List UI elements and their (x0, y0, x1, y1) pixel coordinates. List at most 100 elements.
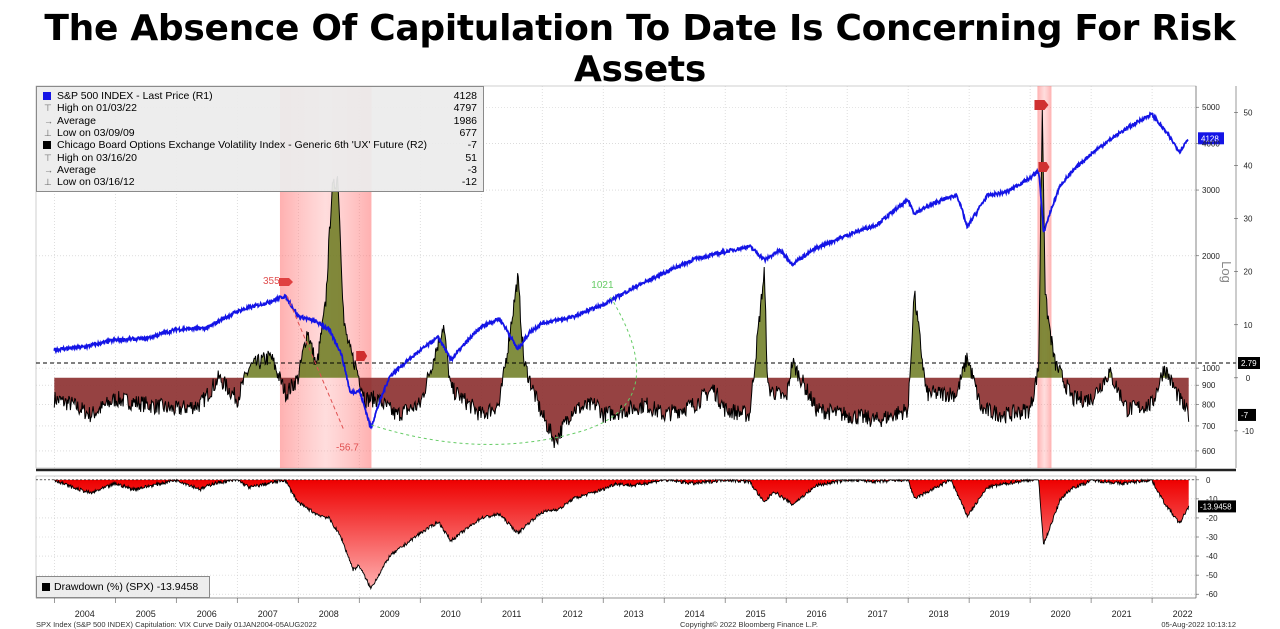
spx-tick-label: 1000 (1202, 364, 1220, 373)
legend-row: Chicago Board Options Exchange Volatilit… (43, 139, 477, 151)
spx-tick-label: 800 (1202, 400, 1216, 409)
x-tick-label: 2009 (380, 609, 400, 619)
vix-tick-label: 50 (1244, 109, 1253, 118)
legend-label: Average (57, 163, 96, 176)
dd-tick-label: -20 (1206, 514, 1218, 523)
x-tick-label: 2015 (746, 609, 766, 619)
peak-marker (279, 278, 294, 287)
drawdown-last-tag-bg (1198, 500, 1236, 513)
legend-label: High on 03/16/20 (57, 151, 137, 164)
spx-series (53, 111, 1189, 430)
spx-last-tag: 4128 (1201, 134, 1219, 143)
legend-label: Average (57, 114, 96, 127)
x-tick-label: 2016 (807, 609, 827, 619)
x-tick-label: 2007 (258, 609, 278, 619)
gfc-vix-marker (356, 351, 368, 361)
vix-last-tag-bg (1238, 408, 1256, 421)
drawdown-legend-swatch (42, 583, 50, 591)
legend-value: 4797 (453, 102, 477, 115)
footer-source: SPX Index (S&P 500 INDEX) Capitulation: … (36, 620, 317, 629)
vix-line (53, 109, 1190, 449)
x-tick-label: 2017 (868, 609, 888, 619)
drawdown-series: -13.9458 (36, 478, 1236, 591)
legend-label: High on 01/03/22 (57, 102, 137, 115)
spx-tick-label: 3000 (1202, 186, 1220, 195)
vix-series (53, 109, 1190, 449)
x-tick-label: 2006 (197, 609, 217, 619)
x-tick-label: 2019 (990, 609, 1010, 619)
legend-low-icon: ⊥ (44, 127, 52, 138)
legend-label: Low on 03/09/09 (57, 126, 135, 139)
x-tick-label: 2022 (1173, 609, 1193, 619)
vix-below-zero-area (54, 377, 1189, 448)
legend-avg-icon: → (44, 115, 53, 126)
dd-tick-label: -40 (1206, 552, 1218, 561)
legend-row: ⊤ High on 03/16/20 51 (43, 152, 477, 164)
drawdown-legend-label: Drawdown (%) (SPX) -13.9458 (54, 581, 199, 593)
x-tick-label: 2011 (502, 609, 521, 619)
legend-low-icon: ⊥ (44, 177, 52, 188)
decline-connector (286, 295, 345, 431)
vix-tick-label: 30 (1244, 215, 1253, 224)
x-tick-label: 2005 (136, 609, 156, 619)
x-tick-label: 2020 (1051, 609, 1071, 619)
dd-tick-label: -30 (1206, 533, 1218, 542)
x-tick-label: 2014 (685, 609, 705, 619)
legend-value: -3 (467, 163, 477, 176)
spx-last-tag-bg (1198, 132, 1224, 145)
dd-tick-label: -50 (1206, 571, 1218, 580)
annotation-decline-value: -56.7 (336, 442, 359, 453)
log-axis-label: Log (1219, 261, 1234, 283)
spx-tick-label: 2000 (1202, 252, 1220, 261)
recovery-connector (371, 294, 638, 445)
spx-tick-label: 600 (1202, 447, 1216, 456)
x-tick-label: 2010 (441, 609, 461, 619)
footer-copyright: Copyright© 2022 Bloomberg Finance L.P. (680, 620, 818, 629)
legend-label: S&P 500 INDEX - Last Price (R1) (57, 90, 213, 102)
legend-value: 1986 (453, 114, 477, 127)
legend-swatch (43, 92, 51, 100)
annotation-recovery-value: 1021 (591, 280, 614, 291)
covid-peak-marker (1034, 100, 1049, 110)
chart-title: The Absence Of Capitulation To Date Is C… (44, 8, 1236, 90)
vix-above-zero-area (54, 109, 1189, 378)
vix-tick-label: 10 (1244, 321, 1253, 330)
x-tick-label: 2021 (1112, 609, 1132, 619)
legend-row: → Average 1986 (43, 115, 477, 127)
legend-value: -7 (467, 139, 477, 152)
legend-row: → Average -3 (43, 164, 477, 176)
legend-high-icon: ⊤ (44, 152, 52, 163)
legend-high-icon: ⊤ (44, 103, 52, 114)
drawdown-last-tag: -13.9458 (1200, 502, 1232, 511)
drawdown-area (54, 479, 1189, 589)
x-tick-label: 2013 (624, 609, 644, 619)
annotations: 355 -56.7 1021 (263, 100, 1050, 453)
legend-row: S&P 500 INDEX - Last Price (R1) 4128 (43, 90, 477, 102)
legend-row: ⊥ Low on 03/09/09 677 (43, 127, 477, 139)
annotation-peak-value: 355 (263, 276, 280, 287)
x-tick-label: 2004 (75, 609, 95, 619)
spx-tick-label: 900 (1202, 381, 1216, 390)
dd-tick-label: -60 (1206, 590, 1218, 599)
legend-value: -12 (461, 176, 477, 189)
legend-value: 51 (465, 151, 477, 164)
x-tick-label: 2008 (319, 609, 339, 619)
reference-line-tag-bg (1238, 357, 1260, 370)
legend-value: 677 (459, 126, 477, 139)
vix-last-tag: -7 (1241, 411, 1249, 420)
legend-row: ⊥ Low on 03/16/12 -12 (43, 176, 477, 188)
legend-box: S&P 500 INDEX - Last Price (R1) 4128 ⊤ High… (36, 86, 484, 192)
reference-line-tag: 2.79 (1241, 359, 1257, 368)
drawdown-legend: Drawdown (%) (SPX) -13.9458 (36, 576, 210, 598)
legend-row: ⊤ High on 01/03/22 4797 (43, 102, 477, 114)
reference-line: 2.79 4128 -7 (36, 132, 1260, 421)
vix-tick-label: 0 (1246, 374, 1251, 383)
drawdown-line (54, 478, 1190, 591)
vix-tick-label: -10 (1242, 427, 1254, 436)
legend-swatch (43, 141, 51, 150)
spx-line (53, 111, 1189, 430)
axes: 2004 2005 2006 2007 2008 2009 2010 2011 2012 2013… (36, 86, 1254, 619)
dd-tick-label: 0 (1206, 476, 1211, 485)
vix-tick-label: 40 (1244, 162, 1253, 171)
